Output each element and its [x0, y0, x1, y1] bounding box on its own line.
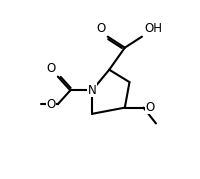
Text: O: O — [145, 101, 154, 114]
Text: O: O — [46, 62, 56, 75]
Text: N: N — [87, 84, 96, 97]
Text: O: O — [96, 22, 105, 35]
Text: OH: OH — [143, 22, 161, 35]
Text: O: O — [46, 98, 56, 111]
